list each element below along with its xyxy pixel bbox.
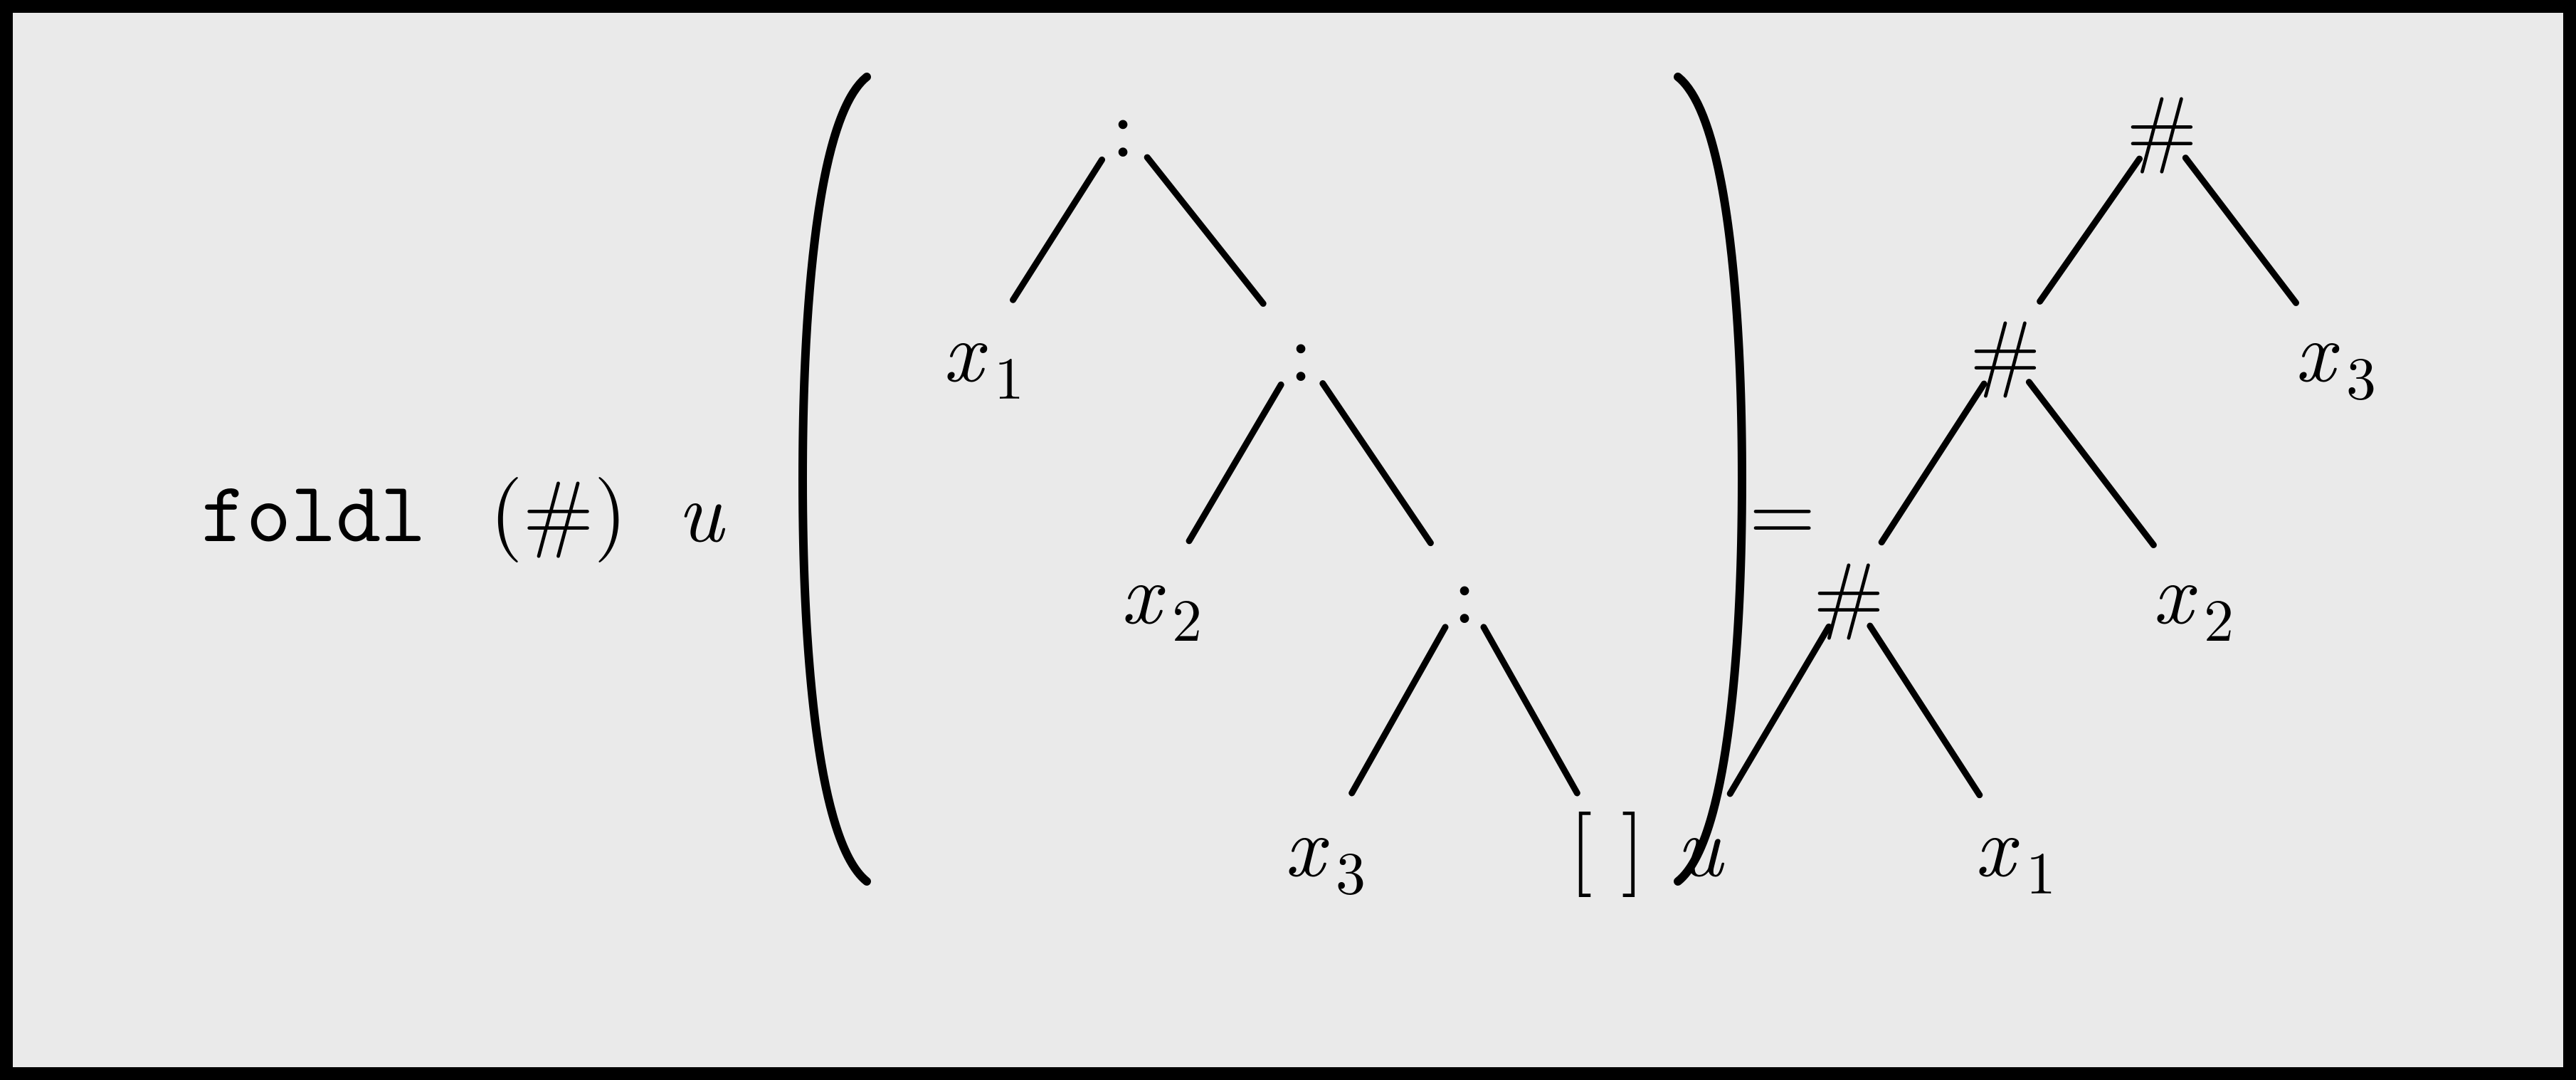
node-subscript: 2 (2204, 574, 2234, 659)
node-label: u (1677, 780, 1725, 901)
foldl-diagram: foldl(#)u:x1:x2:x3[ ]=##x3#x2ux1 (13, 13, 2563, 1067)
node-label: x (2153, 527, 2197, 648)
accumulator-u: u (677, 445, 726, 566)
big-parens (803, 77, 1742, 881)
node-label: : (1289, 285, 1312, 406)
foldl-keyword: foldl (201, 454, 426, 568)
node-label: # (1813, 527, 1884, 648)
node-label: # (2126, 61, 2197, 182)
node-label: [ ] (1569, 780, 1645, 901)
node-label: x (1975, 780, 2020, 901)
tree-node: x1 (943, 285, 1024, 416)
tree-node: x2 (2153, 527, 2234, 659)
tree-edge (2029, 382, 2153, 545)
node-label: : (1452, 527, 1476, 648)
tree-edge (1013, 159, 1102, 300)
node-subscript: 1 (994, 332, 1024, 416)
tree-edge (1323, 384, 1431, 543)
node-subscript: 3 (1336, 827, 1366, 911)
tree-edge (1352, 627, 1445, 793)
tree-node: # (2126, 61, 2197, 182)
tree-node: x2 (1121, 527, 1202, 659)
left-paren (803, 77, 867, 881)
tree-node: x3 (2295, 285, 2376, 416)
tree-node: # (1813, 527, 1884, 648)
tree-edges (1013, 157, 1578, 793)
tree-edge (1147, 157, 1263, 303)
node-label: x (1121, 527, 1166, 648)
tree: :x1:x2:x3[ ] (943, 61, 1645, 911)
tree-edge (1870, 626, 1980, 795)
tree-node: x3 (1284, 780, 1366, 911)
tree-edge (2185, 158, 2296, 303)
node-subscript: 3 (2346, 332, 2376, 416)
node-label: x (2295, 285, 2340, 406)
node-subscript: 2 (1172, 574, 1202, 659)
tree-node: [ ] (1569, 780, 1645, 901)
tree-edge (1189, 384, 1281, 540)
tree-edge (1730, 626, 1829, 794)
equals-sign: = (1749, 445, 1815, 566)
tree-node: u (1677, 780, 1725, 901)
hash-operator-arg: (#) (490, 445, 627, 566)
right-paren (1678, 77, 1742, 881)
tree-node: : (1111, 61, 1134, 182)
node-label: : (1111, 61, 1134, 182)
tree-edge (2040, 159, 2140, 301)
tree-edge (1484, 627, 1577, 793)
tree-node: x1 (1975, 780, 2056, 911)
tree-node: : (1289, 285, 1312, 406)
node-label: # (1970, 285, 2041, 406)
node-label: x (943, 285, 988, 406)
node-label: x (1284, 780, 1329, 901)
tree-node: # (1970, 285, 2041, 406)
node-subscript: 1 (2026, 827, 2056, 911)
tree-node: : (1452, 527, 1476, 648)
tree-edge (1881, 384, 1984, 542)
